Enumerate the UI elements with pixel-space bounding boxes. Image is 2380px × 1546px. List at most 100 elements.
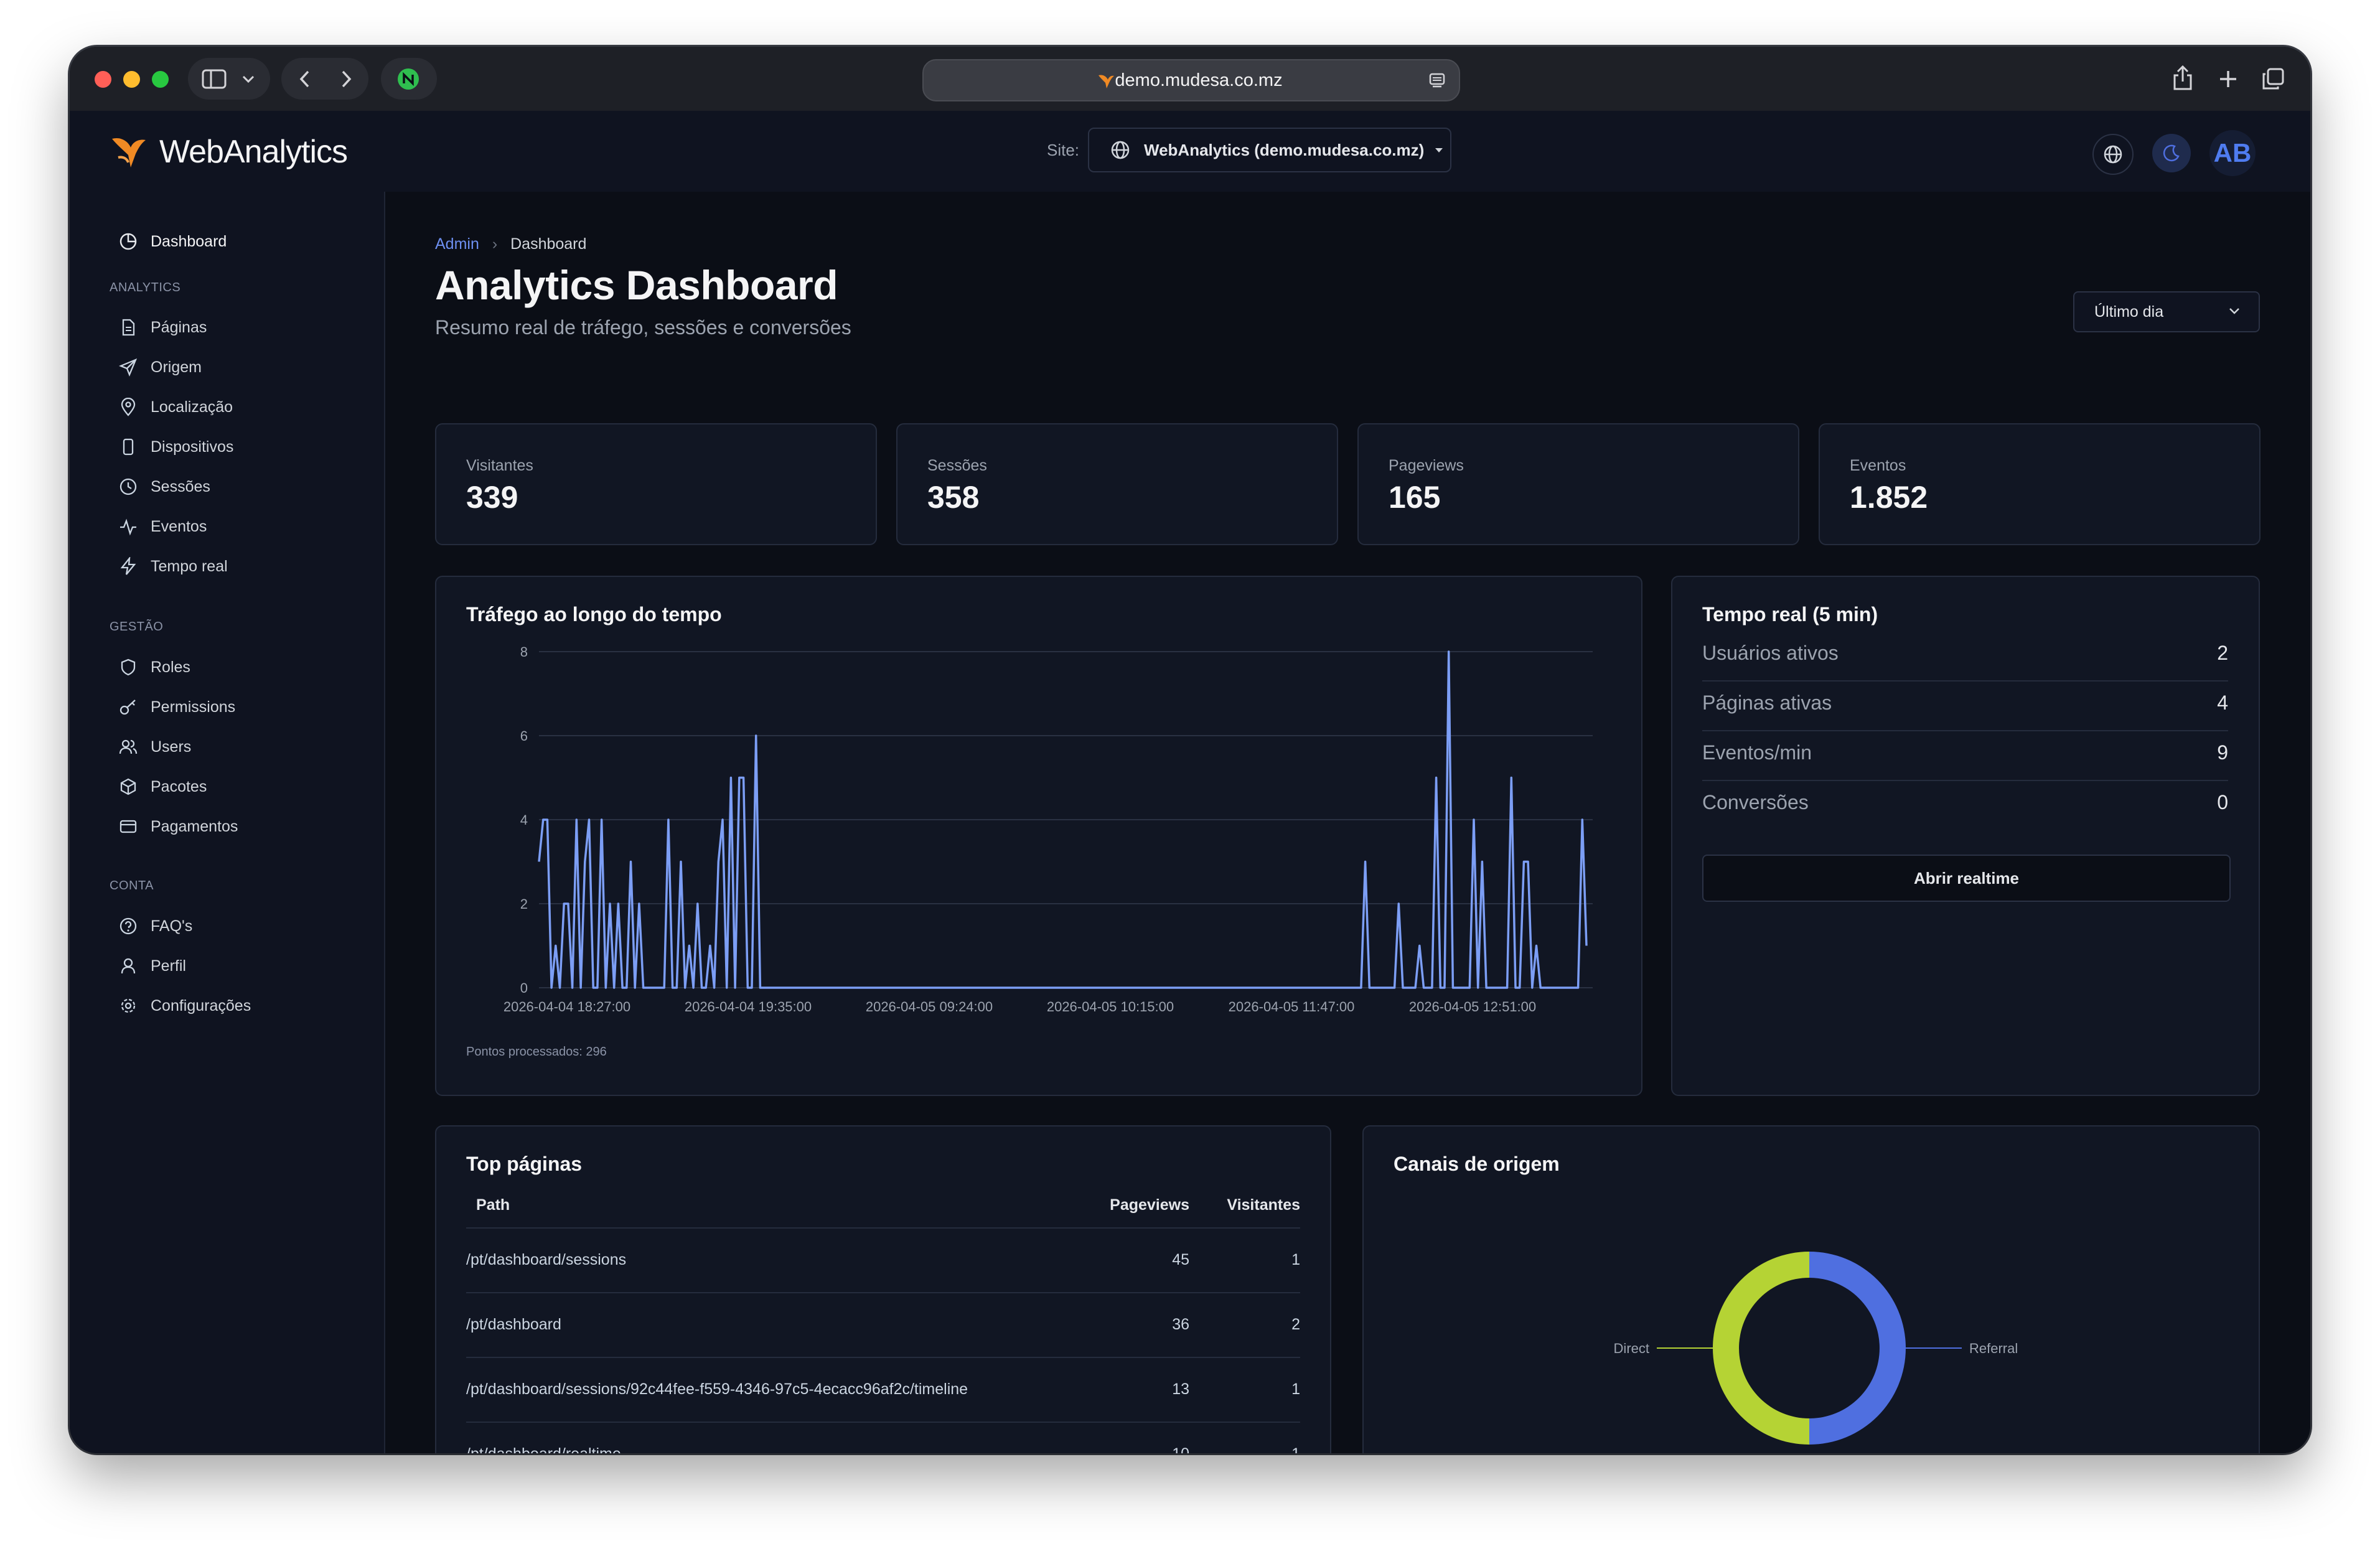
browser-toolbar: demo.mudesa.co.mz bbox=[70, 47, 2310, 112]
table-row[interactable]: /pt/dashboard 36 2 bbox=[466, 1292, 1300, 1358]
table-row[interactable]: /pt/dashboard/sessions/92c44fee-f559-434… bbox=[466, 1357, 1300, 1423]
sidebar-item-configuracoes[interactable]: Configurações bbox=[117, 991, 251, 1021]
sidebar-item-dashboard[interactable]: Dashboard bbox=[117, 227, 227, 256]
sidebar-item-eventos[interactable]: Eventos bbox=[117, 512, 207, 541]
sidebar-item-tempo-real[interactable]: Tempo real bbox=[117, 551, 228, 581]
sidebar-item-faqs[interactable]: FAQ's bbox=[117, 911, 192, 941]
table-row[interactable]: /pt/dashboard/realtime 10 1 bbox=[466, 1422, 1300, 1453]
caret-down-icon bbox=[1435, 148, 1443, 152]
chevron-down-icon bbox=[2229, 308, 2239, 314]
y-tick-label: 6 bbox=[520, 728, 528, 744]
key-icon bbox=[117, 696, 139, 718]
minimize-window-button[interactable] bbox=[123, 71, 140, 88]
sidebar-item-paginas[interactable]: Páginas bbox=[117, 312, 207, 342]
date-range-value: Último dia bbox=[2094, 302, 2164, 321]
map-pin-icon bbox=[117, 396, 139, 418]
realtime-card: Tempo real (5 min) Usuários ativos 2 Pág… bbox=[1671, 576, 2260, 1096]
sidebar-item-label: Tempo real bbox=[151, 557, 228, 575]
share-icon[interactable] bbox=[2172, 64, 2193, 91]
sidebar-item-pagamentos[interactable]: Pagamentos bbox=[117, 812, 238, 841]
file-icon bbox=[117, 316, 139, 339]
column-header-pageviews[interactable]: Pageviews bbox=[1110, 1196, 1189, 1214]
realtime-row-value: 2 bbox=[2217, 642, 2228, 664]
sidebar-item-label: Roles bbox=[151, 658, 190, 676]
realtime-row-label: Páginas ativas bbox=[1702, 691, 1832, 714]
sidebar-item-dispositivos[interactable]: Dispositivos bbox=[117, 432, 233, 462]
kpi-card-visitantes: Visitantes 339 bbox=[435, 423, 877, 545]
donut-slice-referral bbox=[1809, 1252, 1906, 1445]
page-subtitle: Resumo real de tráfego, sessões e conver… bbox=[435, 316, 851, 339]
sidebar-item-sessoes[interactable]: Sessões bbox=[117, 472, 210, 502]
x-tick-label: 2026-04-05 12:51:00 bbox=[1409, 999, 1536, 1014]
realtime-row-events-per-min: Eventos/min 9 bbox=[1702, 730, 2228, 781]
gear-icon bbox=[117, 995, 139, 1017]
address-bar[interactable]: demo.mudesa.co.mz bbox=[922, 59, 1460, 101]
sidebar-item-label: Dashboard bbox=[151, 232, 227, 250]
section-gestao-heading: GESTÃO bbox=[110, 620, 164, 634]
kpi-card-sessoes: Sessões 358 bbox=[896, 423, 1338, 545]
column-header-path[interactable]: Path bbox=[476, 1196, 510, 1214]
language-button[interactable] bbox=[2092, 134, 2134, 175]
sidebar-item-label: Pacotes bbox=[151, 777, 207, 795]
open-realtime-button[interactable]: Abrir realtime bbox=[1702, 855, 2231, 902]
kpi-card-eventos: Eventos 1.852 bbox=[1819, 423, 2261, 545]
site-selector-value: WebAnalytics (demo.mudesa.co.mz) bbox=[1144, 140, 1425, 159]
shield-icon bbox=[117, 656, 139, 678]
x-tick-label: 2026-04-04 18:27:00 bbox=[504, 999, 630, 1014]
y-tick-label: 2 bbox=[520, 896, 528, 912]
breadcrumb-separator-icon: › bbox=[492, 235, 498, 253]
close-window-button[interactable] bbox=[95, 71, 111, 88]
breadcrumb-admin-link[interactable]: Admin bbox=[435, 235, 479, 253]
globe-icon bbox=[2104, 145, 2122, 164]
sidebar-item-roles[interactable]: Roles bbox=[117, 652, 190, 682]
package-icon bbox=[117, 775, 139, 798]
realtime-title: Tempo real (5 min) bbox=[1702, 603, 1878, 625]
sidebar-item-label: Sessões bbox=[151, 477, 210, 495]
realtime-row-value: 9 bbox=[2217, 741, 2228, 764]
reader-icon[interactable] bbox=[1429, 73, 1445, 88]
zoom-window-button[interactable] bbox=[152, 71, 169, 88]
kpi-card-pageviews: Pageviews 165 bbox=[1357, 423, 1799, 545]
sidebar-item-users[interactable]: Users bbox=[117, 732, 191, 762]
sidebar-item-pacotes[interactable]: Pacotes bbox=[117, 772, 207, 802]
column-header-visitantes[interactable]: Visitantes bbox=[1227, 1196, 1300, 1214]
sidebar-item-perfil[interactable]: Perfil bbox=[117, 951, 186, 981]
kpi-label: Visitantes bbox=[466, 457, 533, 474]
realtime-row-label: Conversões bbox=[1702, 791, 1809, 813]
kpi-label: Eventos bbox=[1850, 457, 1906, 474]
breadcrumb: Admin › Dashboard bbox=[435, 235, 586, 253]
extension-icon[interactable] bbox=[396, 67, 420, 91]
realtime-row-value: 4 bbox=[2217, 691, 2228, 714]
brand-logo[interactable]: WebAnalytics bbox=[110, 128, 348, 176]
cell-pageviews: 10 bbox=[1172, 1445, 1189, 1453]
sidebar-item-permissions[interactable]: Permissions bbox=[117, 692, 235, 722]
channels-title: Canais de origem bbox=[1394, 1153, 1560, 1175]
table-row[interactable]: /pt/dashboard/sessions 45 1 bbox=[466, 1227, 1300, 1293]
section-conta-heading: CONTA bbox=[110, 879, 154, 892]
breadcrumb-current: Dashboard bbox=[510, 235, 587, 253]
sidebar-toggle-button[interactable] bbox=[188, 58, 270, 100]
sidebar-item-origem[interactable]: Origem bbox=[117, 352, 202, 382]
kpi-label: Sessões bbox=[927, 457, 987, 474]
moon-icon bbox=[2163, 144, 2180, 162]
sidebar-item-label: Permissions bbox=[151, 698, 236, 716]
date-range-select[interactable]: Último dia bbox=[2073, 291, 2260, 332]
forward-arrow-icon[interactable] bbox=[339, 69, 354, 89]
new-tab-icon[interactable] bbox=[2218, 69, 2238, 89]
sidebar-item-localizacao[interactable]: Localização bbox=[117, 392, 233, 422]
chevron-down-icon bbox=[242, 75, 255, 83]
sidebar-item-label: Configurações bbox=[151, 996, 251, 1014]
y-tick-label: 8 bbox=[520, 644, 528, 660]
user-avatar[interactable]: AB bbox=[2209, 130, 2256, 176]
theme-toggle-button[interactable] bbox=[2152, 134, 2191, 172]
back-arrow-icon[interactable] bbox=[298, 69, 312, 89]
sidebar-item-label: Eventos bbox=[151, 517, 207, 535]
top-pages-title: Top páginas bbox=[466, 1153, 583, 1175]
realtime-row-label: Eventos/min bbox=[1702, 741, 1812, 764]
tab-overview-icon[interactable] bbox=[2262, 68, 2284, 90]
site-selector[interactable]: WebAnalytics (demo.mudesa.co.mz) bbox=[1088, 128, 1451, 172]
realtime-row-active-users: Usuários ativos 2 bbox=[1702, 630, 2228, 682]
cell-visitors: 2 bbox=[1291, 1316, 1300, 1333]
cell-path: /pt/dashboard/sessions/92c44fee-f559-434… bbox=[466, 1380, 968, 1398]
